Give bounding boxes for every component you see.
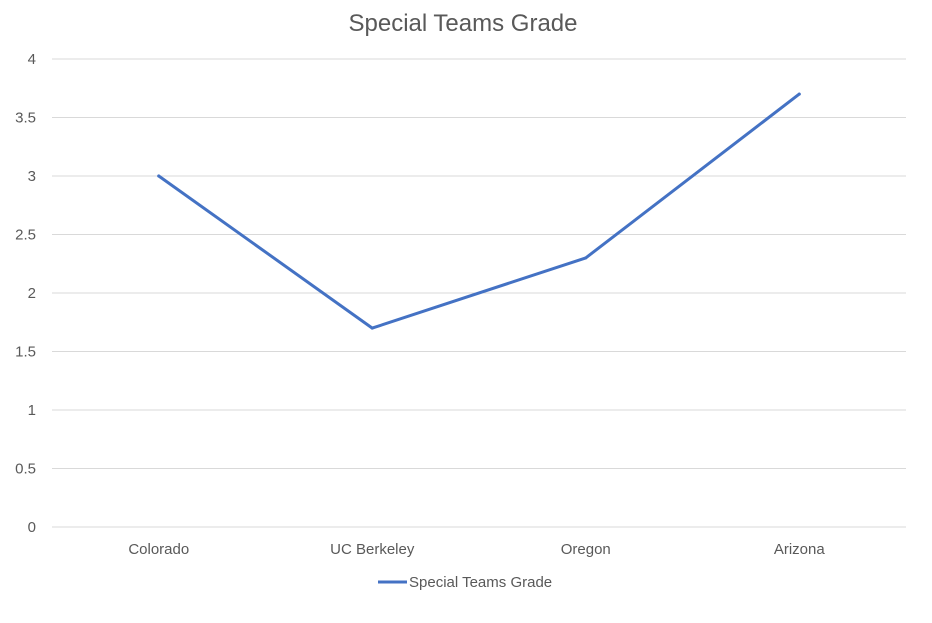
- y-tick-label: 2.5: [15, 227, 36, 244]
- y-tick-label: 3: [28, 168, 36, 185]
- x-tick-label: Arizona: [774, 541, 826, 558]
- y-tick-label: 4: [28, 51, 36, 68]
- y-axis-tick-labels: 0 0.5 1 1.5 2 2.5 3 3.5 4: [15, 51, 36, 536]
- legend: Special Teams Grade: [378, 574, 552, 591]
- data-point: [584, 256, 588, 260]
- y-tick-label: 1: [28, 402, 36, 419]
- y-tick-label: 0: [28, 519, 36, 536]
- x-tick-label: UC Berkeley: [330, 541, 415, 558]
- y-tick-label: 1.5: [15, 344, 36, 361]
- data-point: [370, 326, 374, 330]
- series-line: [157, 92, 801, 330]
- series-lines: [157, 92, 801, 330]
- x-tick-label: Colorado: [128, 541, 189, 558]
- y-tick-label: 0.5: [15, 461, 36, 478]
- legend-label: Special Teams Grade: [409, 574, 552, 591]
- y-tick-label: 2: [28, 285, 36, 302]
- data-point: [157, 174, 161, 178]
- chart-title: Special Teams Grade: [348, 10, 577, 37]
- data-point: [797, 92, 801, 96]
- y-tick-label: 3.5: [15, 110, 36, 127]
- x-axis-tick-labels: Colorado UC Berkeley Oregon Arizona: [128, 541, 825, 558]
- x-tick-label: Oregon: [561, 541, 611, 558]
